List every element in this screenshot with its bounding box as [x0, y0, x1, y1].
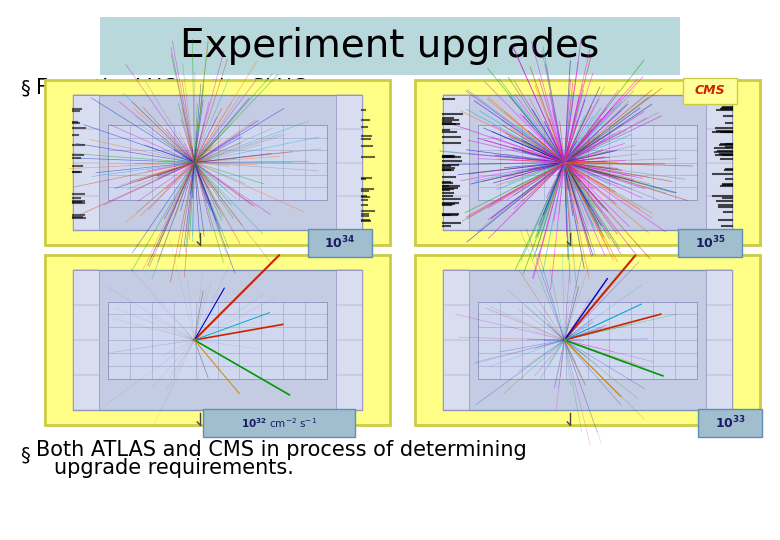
Text: $\mathbf{10^{32}}$ cm$^{-2}$ s$^{-1}$: $\mathbf{10^{32}}$ cm$^{-2}$ s$^{-1}$ — [241, 416, 317, 430]
FancyBboxPatch shape — [477, 301, 697, 379]
Text: §: § — [20, 446, 30, 464]
FancyBboxPatch shape — [100, 17, 680, 75]
FancyBboxPatch shape — [443, 270, 732, 410]
FancyBboxPatch shape — [73, 95, 99, 230]
Text: $\mathbf{10^{35}}$: $\mathbf{10^{35}}$ — [694, 235, 725, 251]
FancyBboxPatch shape — [443, 270, 469, 410]
Text: $\mathbf{10^{34}}$: $\mathbf{10^{34}}$ — [324, 235, 356, 251]
FancyBboxPatch shape — [336, 95, 362, 230]
FancyBboxPatch shape — [203, 409, 355, 437]
FancyBboxPatch shape — [443, 95, 469, 230]
FancyBboxPatch shape — [443, 95, 732, 230]
FancyBboxPatch shape — [706, 95, 732, 230]
FancyBboxPatch shape — [706, 270, 732, 410]
FancyBboxPatch shape — [73, 270, 99, 410]
Text: Both ATLAS and CMS in process of determining: Both ATLAS and CMS in process of determi… — [36, 440, 526, 460]
FancyBboxPatch shape — [698, 409, 762, 437]
Text: $\mathbf{10^{33}}$: $\mathbf{10^{33}}$ — [714, 415, 746, 431]
FancyBboxPatch shape — [45, 80, 390, 245]
FancyBboxPatch shape — [73, 270, 362, 410]
FancyBboxPatch shape — [45, 255, 390, 425]
FancyBboxPatch shape — [683, 78, 737, 104]
FancyBboxPatch shape — [415, 80, 760, 245]
FancyBboxPatch shape — [415, 255, 760, 425]
FancyBboxPatch shape — [678, 229, 742, 257]
Text: Experiment upgrades: Experiment upgrades — [180, 27, 600, 65]
FancyBboxPatch shape — [477, 125, 697, 200]
FancyBboxPatch shape — [308, 229, 372, 257]
Text: §: § — [20, 78, 30, 98]
Text: From the LHC to the SLHC …: From the LHC to the SLHC … — [36, 78, 334, 98]
FancyBboxPatch shape — [73, 95, 362, 230]
FancyBboxPatch shape — [108, 125, 328, 200]
FancyBboxPatch shape — [108, 301, 328, 379]
Text: CMS: CMS — [695, 84, 725, 98]
Text: upgrade requirements.: upgrade requirements. — [54, 458, 294, 478]
FancyBboxPatch shape — [336, 270, 362, 410]
